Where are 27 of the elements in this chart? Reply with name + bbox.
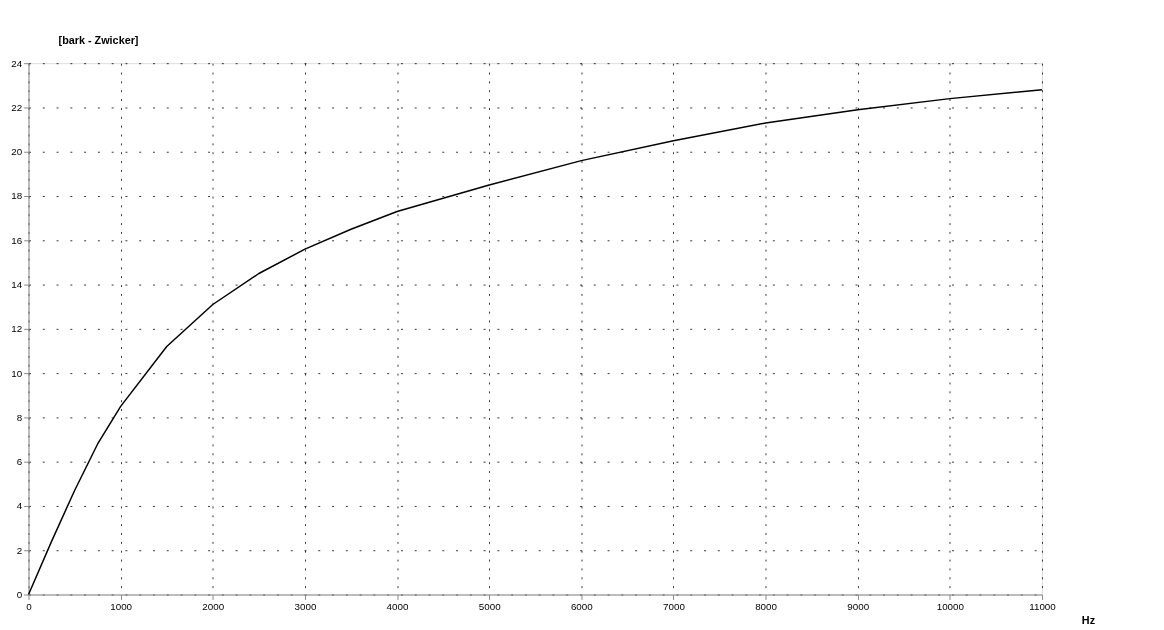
x-tick-label: 8000 [755, 600, 778, 612]
y-tick-label: 14 [11, 279, 23, 291]
x-tick-label: 4000 [386, 600, 410, 612]
y-tick-label: 0 [16, 588, 23, 600]
y-tick-label: 2 [16, 544, 23, 556]
x-tick-label: 9000 [847, 600, 870, 612]
y-tick-label: 16 [11, 234, 23, 246]
y-tick-label: 24 [11, 57, 23, 69]
y-tick-label: 10 [11, 367, 23, 379]
x-tick-label: 11000 [1029, 600, 1057, 612]
x-tick-label: 10000 [936, 600, 965, 612]
y-tick-label: 22 [11, 101, 23, 113]
y-tick-label: 6 [16, 456, 23, 468]
x-tick-label: 7000 [663, 600, 686, 612]
x-tick-label: 6000 [570, 600, 594, 612]
y-tick-label: 12 [11, 323, 23, 335]
x-tick-label: 0 [26, 600, 33, 612]
x-tick-label: 1000 [110, 600, 133, 612]
x-tick-label: 3000 [294, 600, 317, 612]
y-tick-label: 20 [11, 146, 23, 158]
y-tick-label: 8 [16, 411, 23, 423]
x-tick-label: 5000 [478, 600, 502, 612]
y-tick-label: 18 [11, 190, 23, 202]
y-axis-title: [bark - Zwicker] [58, 34, 139, 47]
x-tick-label: 2000 [202, 600, 225, 612]
x-axis-title: Hz [1081, 613, 1096, 626]
y-tick-label: 4 [16, 500, 23, 512]
